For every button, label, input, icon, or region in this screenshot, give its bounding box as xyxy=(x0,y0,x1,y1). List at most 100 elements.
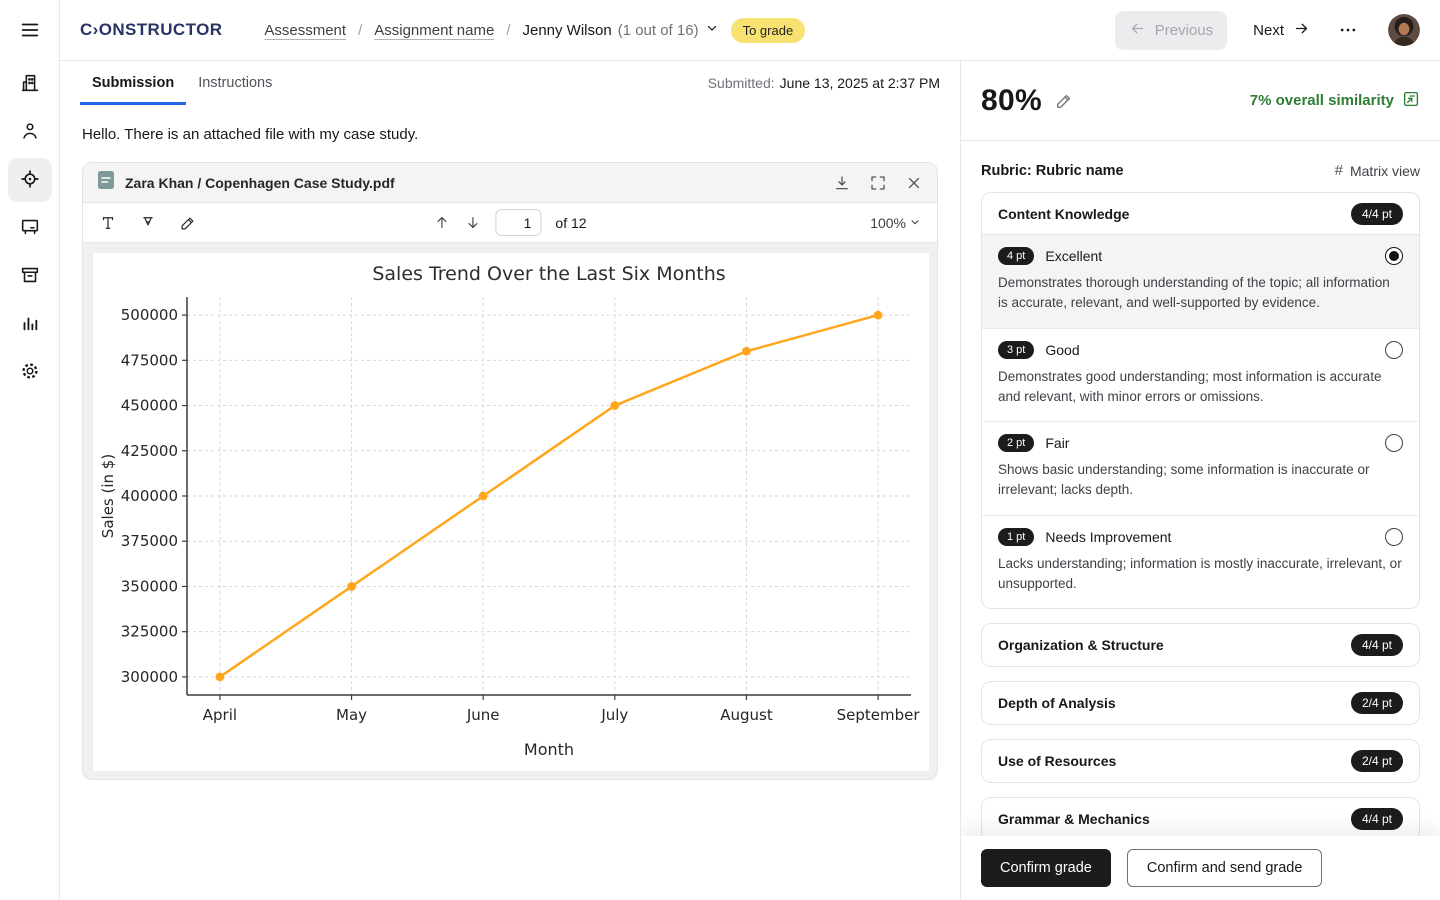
level-description: Demonstrates thorough understanding of t… xyxy=(998,275,1390,311)
level-radio[interactable] xyxy=(1385,247,1403,265)
svg-text:375000: 375000 xyxy=(121,532,178,550)
open-report-icon xyxy=(1402,90,1420,112)
criterion-header[interactable]: Depth of Analysis 2/4 pt xyxy=(982,682,1419,724)
page-number-input[interactable] xyxy=(495,209,542,236)
submitted-info: Submitted: June 13, 2025 at 2:37 PM xyxy=(708,61,940,105)
sidebar-item-archive[interactable] xyxy=(8,254,52,298)
svg-text:325000: 325000 xyxy=(121,623,178,641)
more-options-icon[interactable] xyxy=(1338,20,1358,40)
sidebar-item-people[interactable] xyxy=(8,110,52,154)
archive-box-icon xyxy=(19,264,41,289)
rubric-criterion-card[interactable]: Use of Resources 2/4 pt xyxy=(981,739,1420,783)
grading-panel: 80% 7% overall similarity Rubric: Rubric… xyxy=(960,61,1440,900)
edit-grade-pencil-icon[interactable] xyxy=(1054,91,1074,111)
breadcrumb-assessment[interactable]: Assessment xyxy=(264,21,347,39)
level-header: 3 pt Good xyxy=(998,340,1403,359)
gear-icon xyxy=(19,360,41,385)
rubric-title: Rubric: Rubric name xyxy=(981,162,1124,179)
sidebar-item-grading[interactable] xyxy=(7,158,52,202)
criterion-points-badge: 2/4 pt xyxy=(1350,692,1403,714)
sidebar-item-analytics[interactable] xyxy=(8,302,52,346)
criterion-points-badge: 4/4 pt xyxy=(1350,202,1403,225)
left-sidebar xyxy=(0,0,60,900)
rubric-header: Rubric: Rubric name # Matrix view xyxy=(961,141,1440,192)
pdf-actions xyxy=(833,174,923,192)
criterion-points-badge: 2/4 pt xyxy=(1350,750,1403,772)
sidebar-item-whiteboard[interactable] xyxy=(8,206,52,250)
level-points-badge: 3 pt xyxy=(998,340,1035,359)
level-label: Good xyxy=(1045,341,1080,358)
criterion-points-badge: 4/4 pt xyxy=(1350,808,1403,830)
tab-instructions[interactable]: Instructions xyxy=(186,61,284,105)
hamburger-menu-icon[interactable] xyxy=(10,10,50,50)
highlighter-tool-icon[interactable] xyxy=(139,214,157,232)
svg-text:Month: Month xyxy=(524,740,574,759)
criterion-header[interactable]: Organization & Structure 4/4 pt xyxy=(982,624,1419,666)
avatar[interactable] xyxy=(1388,14,1420,46)
submitted-label: Submitted: xyxy=(707,75,775,91)
svg-text:Sales (in $): Sales (in $) xyxy=(99,454,117,538)
criterion-name: Depth of Analysis xyxy=(998,695,1116,711)
student-selector[interactable]: Jenny Wilson (1 out of 16) xyxy=(522,21,718,39)
level-radio[interactable] xyxy=(1385,340,1403,359)
level-header: 2 pt Fair xyxy=(998,434,1403,452)
zoom-level-control[interactable]: 100% xyxy=(870,215,921,231)
criterion-header[interactable]: Use of Resources 2/4 pt xyxy=(982,740,1419,782)
level-radio[interactable] xyxy=(1385,434,1403,452)
rubric-level-option[interactable]: 1 pt Needs Improvement Lacks understanding… xyxy=(982,516,1419,609)
rubric-level-option[interactable]: 4 pt Excellent Demonstrates thorough under… xyxy=(982,235,1419,329)
breadcrumb-assignment[interactable]: Assignment name xyxy=(374,21,495,39)
level-header: 1 pt Needs Improvement xyxy=(998,527,1403,546)
pdf-toolbar: of 12 100% xyxy=(83,203,937,243)
fullscreen-icon[interactable] xyxy=(869,174,887,192)
criterion-name: Content Knowledge xyxy=(998,205,1130,222)
document-icon xyxy=(97,170,115,195)
criterion-name: Use of Resources xyxy=(998,753,1117,769)
target-icon xyxy=(19,168,41,193)
download-icon[interactable] xyxy=(833,174,851,192)
previous-button[interactable]: Previous xyxy=(1114,10,1228,50)
submission-message: Hello. There is an attached file with my… xyxy=(82,126,419,143)
hash-icon: # xyxy=(1334,162,1343,179)
top-header: C›ONSTRUCTOR Assessment / Assignment nam… xyxy=(60,0,1440,61)
sidebar-item-organization[interactable] xyxy=(8,62,52,106)
criterion-header[interactable]: Grammar & Mechanics 4/4 pt xyxy=(982,798,1419,840)
chevron-down-icon xyxy=(909,215,921,231)
sidebar-item-settings[interactable] xyxy=(8,350,52,394)
criterion-name: Grammar & Mechanics xyxy=(998,811,1150,827)
confirm-grade-button[interactable]: Confirm grade xyxy=(981,849,1111,887)
level-points-badge: 2 pt xyxy=(998,434,1035,452)
criterion-header[interactable]: Content Knowledge 4/4 pt xyxy=(982,193,1419,235)
next-button[interactable]: Next xyxy=(1253,20,1310,41)
confirm-send-grade-button[interactable]: Confirm and send grade xyxy=(1126,849,1323,887)
rubric-criterion-card[interactable]: Depth of Analysis 2/4 pt xyxy=(981,681,1420,725)
arrow-right-icon xyxy=(1293,20,1310,41)
rubric-criterion-card[interactable]: Organization & Structure 4/4 pt xyxy=(981,623,1420,667)
sales-line-chart: 300000 325000 350000 375000 400000 425000 4500… xyxy=(93,253,929,771)
tabs-row: Submission Instructions Submitted: June … xyxy=(60,61,960,105)
tab-submission[interactable]: Submission xyxy=(80,61,187,105)
text-tool-icon[interactable] xyxy=(99,214,117,232)
rubric-level-option[interactable]: 2 pt Fair Shows basic understanding; some … xyxy=(982,422,1419,516)
rubric-level-option[interactable]: 3 pt Good Demonstrates good understanding;… xyxy=(982,329,1419,422)
close-icon[interactable] xyxy=(905,174,923,192)
breadcrumb-separator: / xyxy=(358,21,363,39)
matrix-view-link[interactable]: # Matrix view xyxy=(1334,162,1420,179)
level-radio[interactable] xyxy=(1385,527,1403,546)
submission-pane: Submission Instructions Submitted: June … xyxy=(60,61,960,900)
person-icon xyxy=(19,120,41,145)
pdf-header: Zara Khan / Copenhagen Case Study.pdf xyxy=(83,163,937,203)
pencil-tool-icon[interactable] xyxy=(179,214,197,232)
svg-text:300000: 300000 xyxy=(121,668,178,686)
page-up-icon[interactable] xyxy=(433,214,450,231)
level-header: 4 pt Excellent xyxy=(998,247,1403,265)
rubric-criterion-card: Content Knowledge 4/4 pt 4 pt Excellent Demo… xyxy=(981,192,1420,609)
criterion-points-badge: 4/4 pt xyxy=(1350,634,1403,656)
level-label: Fair xyxy=(1045,435,1070,451)
page-down-icon[interactable] xyxy=(464,214,481,231)
rubric-criterion-card[interactable]: Grammar & Mechanics 4/4 pt xyxy=(981,797,1420,841)
grade-actions-footer: Confirm grade Confirm and send grade xyxy=(961,836,1440,900)
svg-text:June: June xyxy=(466,706,500,724)
similarity-link[interactable]: 7% overall similarity xyxy=(1250,90,1420,112)
